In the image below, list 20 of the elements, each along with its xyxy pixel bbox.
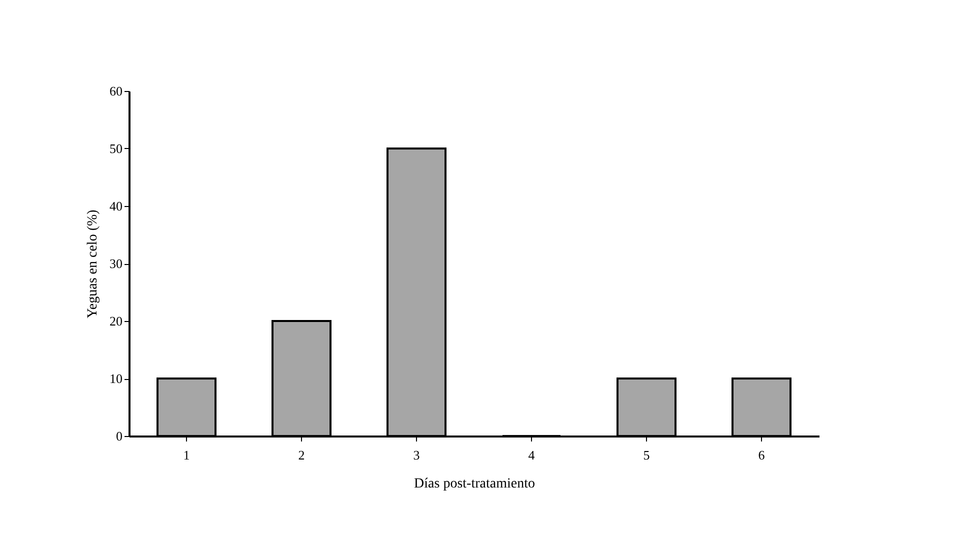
y-tick-label: 30 (110, 256, 122, 271)
y-tick-label: 0 (116, 428, 122, 444)
y-tick-label: 60 (110, 84, 122, 98)
y-tick-label: 40 (110, 198, 122, 214)
x-tick-label: 5 (643, 448, 650, 462)
y-tick-label: 50 (110, 141, 122, 156)
bar (272, 320, 332, 437)
bar (616, 378, 676, 437)
x-axis-title: Días post-tratamiento (414, 476, 535, 492)
bar (386, 148, 446, 437)
y-tick-label: 10 (110, 371, 122, 386)
x-tick-label: 6 (758, 448, 766, 462)
x-tick-label: 2 (298, 448, 305, 462)
bar (732, 378, 792, 437)
y-axis-title: Yeguas en celo (%) (86, 209, 100, 318)
bar (156, 378, 216, 437)
x-tick-label: 4 (528, 448, 536, 462)
x-tick-label: 3 (413, 448, 420, 462)
y-tick-label: 20 (110, 314, 122, 328)
x-tick-label: 1 (183, 448, 190, 462)
